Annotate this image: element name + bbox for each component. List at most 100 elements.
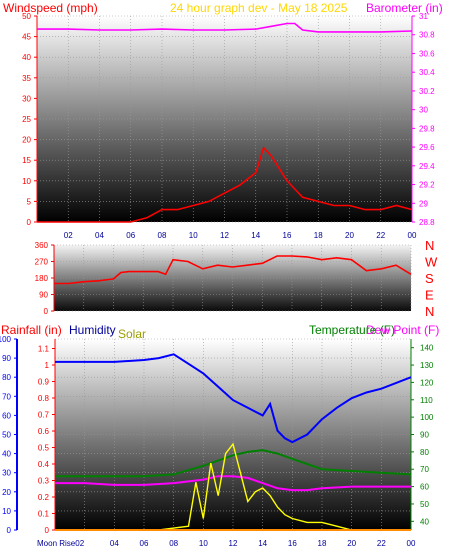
baro-tick-label: 30.6 bbox=[419, 49, 435, 58]
temperature-tick-label: 50 bbox=[420, 500, 429, 509]
x-tick-label: 12 bbox=[229, 539, 238, 547]
series-yellow-line bbox=[55, 442, 411, 531]
wind-tick-label: 35 bbox=[22, 74, 31, 83]
humidity-tick-label: 30 bbox=[2, 469, 11, 478]
wind-baro-axes: 0 5 10 15 20 25 30 35 40 45 50 28.8 29 29.2 29.4 29.6 29… bbox=[22, 12, 435, 240]
wind-tick-label: 45 bbox=[22, 33, 31, 42]
x-tick-label: 10 bbox=[199, 539, 208, 547]
baro-tick-label: 29.6 bbox=[419, 143, 435, 152]
dew-point-axis-title: Dew Point (F) bbox=[366, 323, 439, 337]
rain-tick-label: 0.9 bbox=[38, 378, 50, 387]
humidity-tick-label: 80 bbox=[2, 373, 11, 382]
temperature-axis-title: Temperature (F) bbox=[309, 323, 395, 337]
humidity-tick-label: 90 bbox=[2, 354, 11, 363]
series-red-line bbox=[37, 146, 413, 223]
baro-tick-label: 31 bbox=[419, 12, 428, 21]
compass-label: N bbox=[425, 238, 434, 253]
wind-baro-series bbox=[37, 22, 413, 223]
x-tick-label: 22 bbox=[376, 231, 385, 240]
rain-tick-label: 0.8 bbox=[38, 394, 50, 403]
temperature-tick-label: 100 bbox=[420, 413, 434, 422]
x-tick-label: 18 bbox=[314, 231, 323, 240]
barometer-axis-title: Barometer (in) bbox=[366, 1, 443, 15]
windspeed-axis-title: Windspeed (mph) bbox=[3, 1, 98, 15]
baro-tick-label: 30 bbox=[419, 106, 428, 115]
humidity-tick-label: 60 bbox=[2, 411, 11, 420]
temperature-tick-label: 60 bbox=[420, 483, 429, 492]
humidity-tick-label: 100 bbox=[0, 335, 12, 344]
x-tick-label: 08 bbox=[158, 231, 167, 240]
baro-tick-label: 29.4 bbox=[419, 162, 435, 171]
baro-tick-label: 28.8 bbox=[419, 218, 435, 227]
climate-axes: 010203040506070809010000.10.20.30.40.50.… bbox=[0, 335, 434, 547]
series-magenta-line bbox=[55, 475, 411, 492]
humidity-tick-label: 50 bbox=[2, 431, 11, 440]
baro-tick-label: 30.2 bbox=[419, 87, 435, 96]
wind-tick-label: 40 bbox=[22, 53, 31, 62]
x-tick-label: 10 bbox=[189, 231, 198, 240]
humidity-tick-label: 10 bbox=[2, 507, 11, 516]
temperature-tick-label: 40 bbox=[420, 517, 429, 526]
x-tick-label: 12 bbox=[220, 231, 229, 240]
wind-baro-grid bbox=[37, 15, 413, 223]
series-green-line bbox=[55, 449, 412, 478]
compass-label: E bbox=[425, 288, 434, 303]
x-tick-label: 08 bbox=[169, 539, 178, 547]
climate-series bbox=[55, 353, 412, 531]
rain-tick-label: 0.4 bbox=[38, 460, 50, 469]
x-tick-label: 00 bbox=[407, 539, 416, 547]
wind-tick-label: 20 bbox=[22, 136, 31, 145]
wind-direction-grid bbox=[54, 244, 412, 312]
direction-tick-label: 90 bbox=[39, 291, 48, 300]
x-tick-label: 04 bbox=[95, 231, 104, 240]
graph-title: 24 hour graph dev - May 18 2025 bbox=[170, 1, 348, 15]
wind-tick-label: 15 bbox=[22, 156, 31, 165]
baro-tick-label: 30.4 bbox=[419, 68, 435, 77]
wind-tick-label: 0 bbox=[27, 218, 32, 227]
humidity-tick-label: 40 bbox=[2, 450, 11, 459]
baro-tick-label: 29.8 bbox=[419, 124, 435, 133]
temperature-tick-label: 70 bbox=[420, 465, 429, 474]
humidity-axis-title: Humidity bbox=[69, 323, 116, 337]
rain-tick-label: 0.3 bbox=[38, 477, 50, 486]
rain-tick-label: 0.5 bbox=[38, 444, 50, 453]
wind-tick-label: 5 bbox=[27, 197, 32, 206]
wind-tick-label: 30 bbox=[22, 94, 31, 103]
humidity-tick-label: 70 bbox=[2, 392, 11, 401]
rain-tick-label: 0.6 bbox=[38, 427, 50, 436]
x-tick-label: 22 bbox=[377, 539, 386, 547]
compass-label: W bbox=[425, 255, 438, 270]
compass-label: S bbox=[425, 271, 434, 286]
x-tick-label: 14 bbox=[251, 231, 260, 240]
temperature-tick-label: 90 bbox=[420, 431, 429, 440]
rain-tick-label: 1 bbox=[45, 361, 50, 370]
rainfall-axis-title: Rainfall (in) bbox=[1, 323, 62, 337]
x-tick-label: 02 bbox=[64, 231, 73, 240]
temperature-tick-label: 110 bbox=[420, 396, 433, 405]
temperature-tick-label: 120 bbox=[420, 378, 434, 387]
wind-tick-label: 50 bbox=[22, 12, 31, 21]
moon-rise-label: Moon Rise02 bbox=[37, 539, 85, 547]
rain-tick-label: 0.7 bbox=[38, 411, 50, 420]
x-tick-label: 18 bbox=[318, 539, 327, 547]
baro-tick-label: 29.2 bbox=[419, 181, 435, 190]
wind-direction-series bbox=[54, 255, 412, 285]
compass-label: N bbox=[425, 304, 434, 319]
series-blue-line bbox=[55, 353, 412, 444]
solar-axis-title: Solar bbox=[118, 327, 146, 341]
x-tick-label: 04 bbox=[110, 539, 119, 547]
x-tick-label: 20 bbox=[345, 231, 354, 240]
wind-tick-label: 25 bbox=[22, 115, 31, 124]
series-magenta-line bbox=[37, 22, 413, 33]
x-tick-label: 16 bbox=[283, 231, 292, 240]
humidity-tick-label: 20 bbox=[2, 488, 11, 497]
direction-tick-label: 360 bbox=[35, 241, 49, 250]
direction-tick-label: 0 bbox=[44, 307, 49, 316]
temperature-tick-label: 130 bbox=[420, 361, 434, 370]
x-tick-label: 14 bbox=[258, 539, 267, 547]
x-tick-label: 06 bbox=[126, 231, 135, 240]
rain-tick-label: 1.1 bbox=[38, 345, 50, 354]
x-tick-label: 06 bbox=[140, 539, 149, 547]
